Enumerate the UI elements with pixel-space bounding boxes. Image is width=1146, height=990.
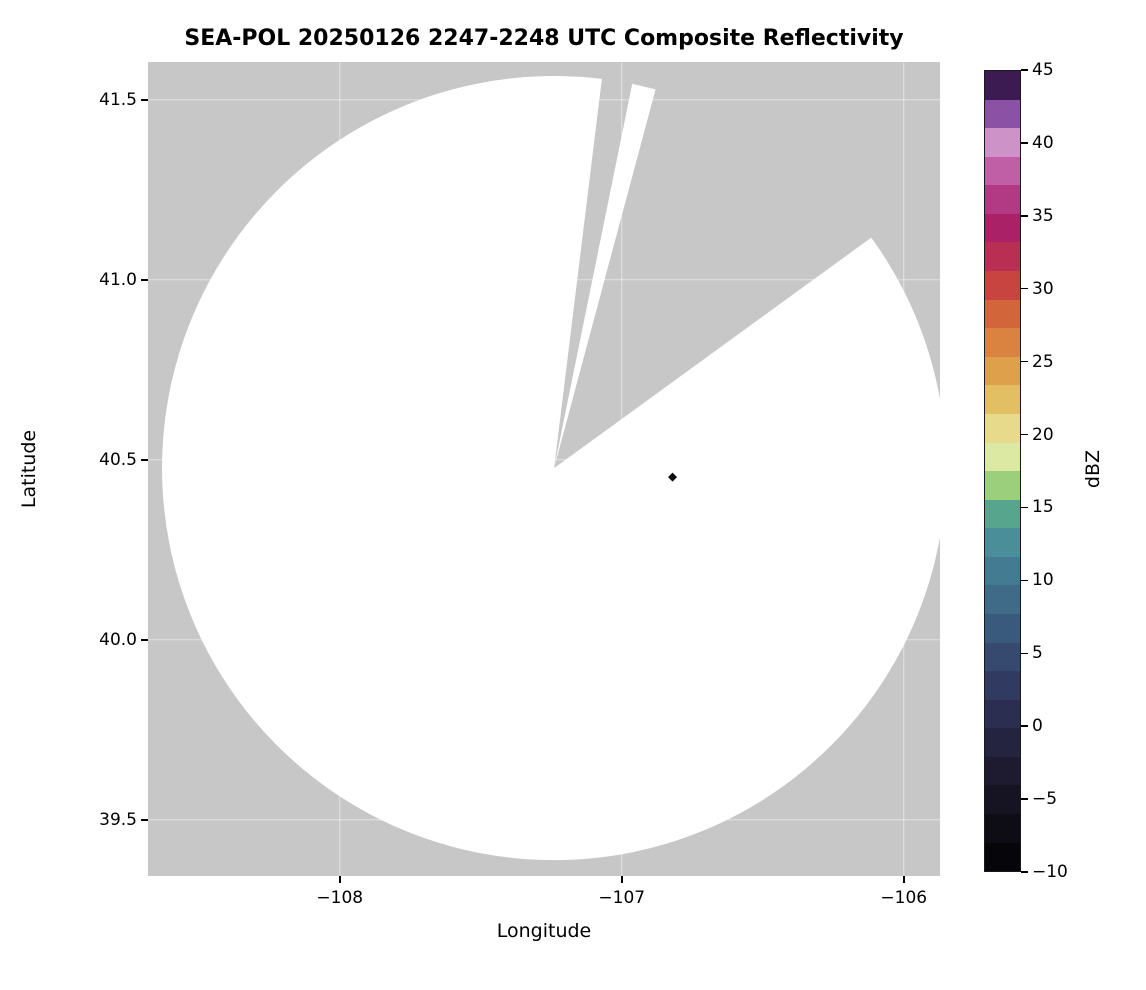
colorbar-segment bbox=[985, 356, 1020, 386]
colorbar-segment bbox=[985, 756, 1020, 786]
colorbar-tick-mark bbox=[1021, 579, 1028, 582]
colorbar-tick-mark bbox=[1021, 287, 1028, 290]
colorbar-tick-label: 10 bbox=[1032, 570, 1054, 591]
y-tick-label: 41.0 bbox=[99, 269, 137, 290]
colorbar-segment bbox=[985, 556, 1020, 586]
colorbar-segment bbox=[985, 585, 1020, 614]
colorbar-segment bbox=[985, 613, 1020, 643]
colorbar-tick-mark bbox=[1021, 433, 1028, 436]
colorbar-tick-label: 40 bbox=[1032, 132, 1054, 153]
y-tick-label: 41.5 bbox=[99, 89, 137, 110]
x-tick-mark bbox=[903, 876, 905, 883]
colorbar-segment bbox=[985, 842, 1020, 872]
colorbar-segment bbox=[985, 271, 1020, 300]
colorbar-segment bbox=[985, 499, 1020, 529]
radar-plot-canvas bbox=[148, 62, 940, 876]
x-tick-label: −108 bbox=[316, 888, 364, 908]
colorbar-tick-label: 15 bbox=[1032, 497, 1054, 518]
echo-marker bbox=[668, 472, 678, 482]
colorbar-tick-label: 25 bbox=[1032, 351, 1054, 372]
colorbar-tick-label: −5 bbox=[1032, 789, 1058, 810]
colorbar-segment bbox=[985, 471, 1020, 500]
colorbar bbox=[984, 70, 1021, 872]
colorbar-tick-label: 45 bbox=[1032, 60, 1054, 80]
colorbar-segment bbox=[985, 442, 1020, 472]
y-tick-mark bbox=[141, 639, 148, 641]
colorbar-segment bbox=[985, 213, 1020, 243]
plot-title: SEA-POL 20250126 2247-2248 UTC Composite… bbox=[184, 26, 904, 51]
missing-data-sector bbox=[554, 62, 637, 469]
y-tick-mark bbox=[141, 99, 148, 101]
colorbar-tick-label: 30 bbox=[1032, 278, 1054, 299]
x-tick-mark bbox=[621, 876, 623, 883]
colorbar-segment bbox=[985, 385, 1020, 414]
colorbar-segment bbox=[985, 785, 1020, 815]
colorbar-segment bbox=[985, 185, 1020, 214]
x-axis-label: Longitude bbox=[496, 920, 592, 942]
colorbar-segment bbox=[985, 328, 1020, 357]
colorbar-segment bbox=[985, 128, 1020, 157]
colorbar-segment bbox=[985, 413, 1020, 443]
colorbar-tick-mark bbox=[1021, 652, 1028, 655]
colorbar-segment bbox=[985, 99, 1020, 129]
missing-data-sector bbox=[554, 62, 940, 469]
plot-area bbox=[148, 62, 940, 876]
colorbar-tick-label: 0 bbox=[1032, 716, 1043, 737]
colorbar-segment bbox=[985, 242, 1020, 272]
y-tick-mark bbox=[141, 459, 148, 461]
colorbar-segment bbox=[985, 728, 1020, 757]
colorbar-tick-label: 5 bbox=[1032, 643, 1043, 664]
colorbar-segment bbox=[985, 156, 1020, 186]
x-tick-label: −107 bbox=[598, 888, 646, 908]
colorbar-tick-mark bbox=[1021, 69, 1028, 71]
colorbar-tick-mark bbox=[1021, 142, 1028, 144]
colorbar-tick-mark bbox=[1021, 725, 1028, 727]
colorbar-tick-mark bbox=[1021, 798, 1028, 800]
y-tick-label: 40.5 bbox=[99, 449, 137, 470]
colorbar-tick-mark bbox=[1021, 215, 1028, 217]
colorbar-segment bbox=[985, 71, 1020, 100]
colorbar-tick-mark bbox=[1021, 506, 1028, 509]
y-tick-label: 40.0 bbox=[99, 629, 137, 650]
colorbar-tick-mark bbox=[1021, 360, 1028, 363]
y-axis-label: Latitude bbox=[18, 429, 40, 509]
y-tick-mark bbox=[141, 819, 148, 821]
colorbar-segment bbox=[985, 699, 1020, 729]
x-tick-label: −106 bbox=[880, 888, 928, 908]
colorbar-tick-label: 35 bbox=[1032, 205, 1054, 226]
x-tick-mark bbox=[339, 876, 341, 883]
colorbar-tick-label: 20 bbox=[1032, 424, 1054, 445]
colorbar-segment bbox=[985, 642, 1020, 672]
colorbar-label: dBZ bbox=[1082, 449, 1104, 489]
colorbar-tick-mark bbox=[1021, 871, 1028, 873]
colorbar-segment bbox=[985, 299, 1020, 329]
colorbar-segment bbox=[985, 671, 1020, 700]
colorbar-segment bbox=[985, 528, 1020, 557]
y-tick-mark bbox=[141, 279, 148, 281]
colorbar-segment bbox=[985, 814, 1020, 843]
colorbar-tick-label: −10 bbox=[1032, 862, 1068, 882]
y-tick-label: 39.5 bbox=[99, 809, 137, 830]
